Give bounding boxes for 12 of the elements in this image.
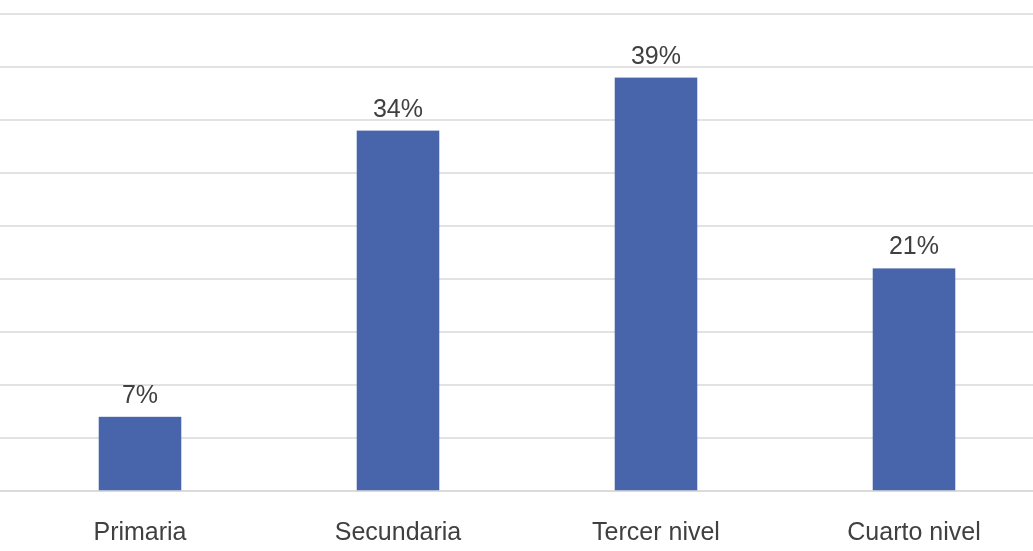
bar [872,268,956,491]
x-tick-label: Secundaria [334,517,462,545]
bar [356,130,440,491]
bar [614,77,698,491]
data-label: 39% [630,40,682,69]
data-label: 7% [121,379,159,408]
data-label: 21% [888,231,940,260]
x-tick-label: Tercer nivel [592,517,720,545]
data-label: 34% [372,93,424,122]
x-tick-label: Cuarto nivel [847,517,981,545]
x-tick-label: Primaria [93,517,187,545]
bar [98,416,182,491]
